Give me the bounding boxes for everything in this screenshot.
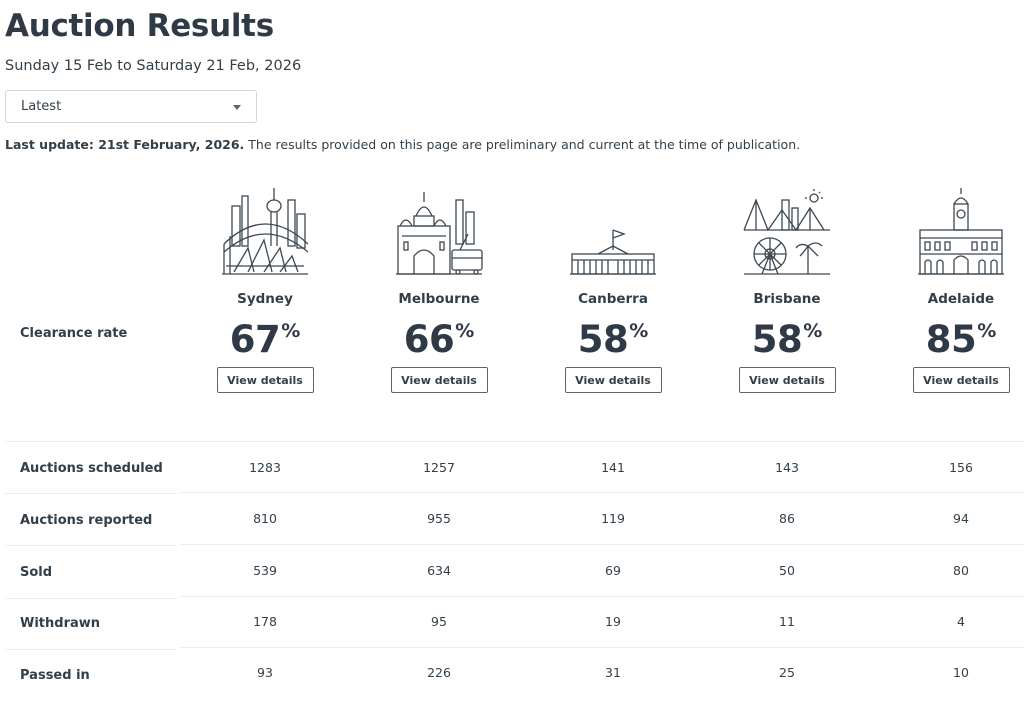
row-label: Auctions scheduled bbox=[20, 461, 163, 476]
view-details-button-canberra[interactable]: View details bbox=[564, 367, 662, 393]
table-cell: 69 bbox=[605, 563, 621, 578]
table-cell: 19 bbox=[605, 614, 621, 629]
city-column-sydney: Sydney 67% View details bbox=[178, 186, 352, 393]
row-divider bbox=[5, 545, 177, 546]
row-divider bbox=[5, 598, 177, 599]
row-divider bbox=[180, 647, 1024, 648]
table-cell: 80 bbox=[953, 563, 969, 578]
last-update-date: Last update: 21st February, 2026. bbox=[5, 137, 245, 152]
city-name: Adelaide bbox=[927, 291, 995, 307]
row-label: Withdrawn bbox=[20, 616, 101, 631]
row-label: Auctions reported bbox=[20, 513, 153, 528]
table-cell: 86 bbox=[779, 511, 795, 526]
city-name: Brisbane bbox=[753, 291, 821, 307]
row-divider bbox=[180, 544, 1024, 545]
table-cell: 226 bbox=[427, 665, 451, 680]
clearance-rate-value: 67% bbox=[229, 318, 301, 361]
canberra-skyline-icon bbox=[570, 229, 656, 275]
row-divider bbox=[5, 649, 177, 650]
table-cell: 1283 bbox=[249, 460, 281, 475]
row-divider bbox=[180, 492, 1024, 493]
adelaide-skyline-icon bbox=[918, 188, 1004, 275]
clearance-rate-value: 58% bbox=[577, 318, 649, 361]
table-cell: 143 bbox=[775, 460, 799, 475]
period-dropdown[interactable]: Latest bbox=[5, 90, 257, 123]
clearance-rate-value: 85% bbox=[925, 318, 997, 361]
clearance-rate-label: Clearance rate bbox=[20, 326, 128, 341]
row-label: Sold bbox=[20, 565, 53, 580]
city-column-canberra: Canberra 58% View details bbox=[526, 186, 700, 393]
table-cell: 93 bbox=[257, 665, 273, 680]
melbourne-skyline-icon bbox=[396, 192, 483, 275]
last-update-notice: Last update: 21st February, 2026. The re… bbox=[5, 136, 800, 154]
row-divider bbox=[180, 596, 1024, 597]
date-range: Sunday 15 Feb to Saturday 21 Feb, 2026 bbox=[5, 58, 302, 74]
view-details-button-brisbane[interactable]: View details bbox=[738, 367, 836, 393]
table-cell: 810 bbox=[253, 511, 277, 526]
clearance-rate-value: 66% bbox=[403, 318, 475, 361]
table-cell: 955 bbox=[427, 511, 451, 526]
table-cell: 50 bbox=[779, 563, 795, 578]
city-column-melbourne: Melbourne 66% View details bbox=[352, 186, 526, 393]
city-column-brisbane: Brisbane 58% View details bbox=[700, 186, 874, 393]
table-cell: 10 bbox=[953, 665, 969, 680]
view-details-button-sydney[interactable]: View details bbox=[216, 367, 314, 393]
table-cell: 539 bbox=[253, 563, 277, 578]
table-cell: 178 bbox=[253, 614, 277, 629]
view-details-button-adelaide[interactable]: View details bbox=[912, 367, 1010, 393]
table-cell: 634 bbox=[427, 563, 451, 578]
city-name: Canberra bbox=[578, 291, 648, 307]
table-cell: 25 bbox=[779, 665, 795, 680]
table-cell: 4 bbox=[957, 614, 965, 629]
table-cell: 95 bbox=[431, 614, 447, 629]
table-divider bbox=[5, 441, 1024, 442]
page-title: Auction Results bbox=[5, 8, 274, 44]
period-dropdown-value: Latest bbox=[21, 99, 62, 114]
caret-down-icon bbox=[233, 105, 241, 110]
row-label: Passed in bbox=[20, 668, 90, 683]
city-name: Sydney bbox=[237, 291, 293, 307]
table-cell: 156 bbox=[949, 460, 973, 475]
table-cell: 141 bbox=[601, 460, 625, 475]
view-details-button-melbourne[interactable]: View details bbox=[390, 367, 488, 393]
table-row: Sold 539 634 69 50 80 bbox=[0, 546, 1024, 599]
sydney-skyline-icon bbox=[222, 188, 309, 275]
update-disclaimer: The results provided on this page are pr… bbox=[244, 137, 801, 152]
table-row: Auctions scheduled 1283 1257 141 143 156 bbox=[0, 442, 1024, 494]
table-cell: 94 bbox=[953, 511, 969, 526]
row-divider bbox=[5, 493, 177, 494]
city-name: Melbourne bbox=[398, 291, 480, 307]
table-cell: 119 bbox=[601, 511, 625, 526]
city-column-adelaide: Adelaide 85% View details bbox=[874, 186, 1024, 393]
clearance-rate-value: 58% bbox=[751, 318, 823, 361]
table-row: Withdrawn 178 95 19 11 4 bbox=[0, 597, 1024, 650]
table-row: Auctions reported 810 955 119 86 94 bbox=[0, 494, 1024, 546]
table-cell: 31 bbox=[605, 665, 621, 680]
table-row: Passed in 93 226 31 25 10 bbox=[0, 649, 1024, 701]
brisbane-skyline-icon bbox=[743, 189, 830, 275]
table-cell: 11 bbox=[779, 614, 795, 629]
table-cell: 1257 bbox=[423, 460, 455, 475]
